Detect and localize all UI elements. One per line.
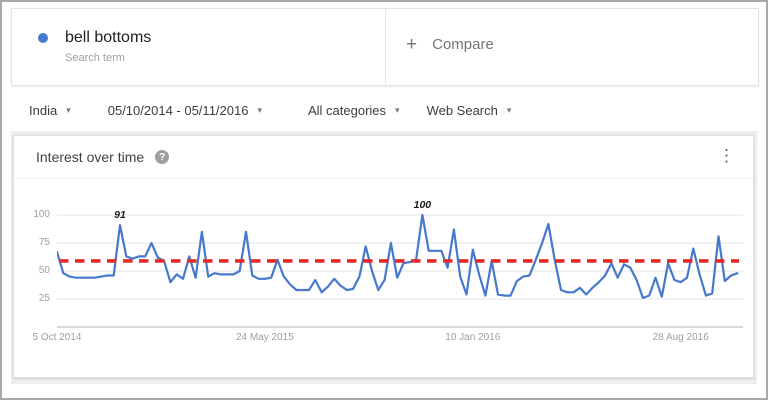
y-axis-label: 25	[38, 293, 50, 304]
compare-button[interactable]: + Compare	[386, 9, 758, 85]
widget-section: Interest over time ? ⋮ 91 100 100 75 50 25 5 …	[11, 131, 757, 384]
trend-line[interactable]	[57, 213, 739, 300]
widget-header: Interest over time ? ⋮	[14, 136, 753, 179]
query-card-row: bell bottoms Search term + Compare	[11, 8, 759, 86]
x-axis-label: 10 Jan 2016	[445, 332, 501, 343]
y-axis-label: 50	[38, 265, 50, 276]
search-term-label: bell bottoms	[65, 29, 152, 46]
search-term-type: Search term	[65, 52, 125, 64]
peak-annotation: 100	[414, 199, 432, 211]
chevron-down-icon: ▾	[395, 105, 400, 115]
peak-annotation: 91	[114, 209, 126, 221]
y-axis-label: 100	[33, 209, 50, 220]
plus-icon: +	[406, 34, 418, 55]
widget-title: Interest over time	[36, 149, 145, 165]
chevron-down-icon: ▾	[257, 105, 262, 115]
filter-daterange-value: 05/10/2014 - 05/11/2016	[107, 102, 249, 118]
y-axis-label: 75	[38, 237, 50, 248]
x-axis-label: 28 Aug 2016	[652, 332, 709, 343]
filter-geo-dropdown[interactable]: India ▾	[29, 103, 71, 118]
filter-daterange-dropdown[interactable]: 05/10/2014 - 05/11/2016 ▾	[108, 103, 262, 118]
chevron-down-icon: ▾	[506, 105, 512, 115]
x-axis-label: 5 Oct 2014	[32, 332, 82, 343]
series-color-dot-icon	[38, 33, 48, 43]
search-term-card[interactable]: bell bottoms Search term	[12, 9, 386, 85]
compare-label: Compare	[432, 36, 494, 53]
filter-bar: India ▾ 05/10/2014 - 05/11/2016 ▾ All ca…	[11, 94, 757, 126]
trend-chart-area[interactable]: 91 100 100 75 50 25 5 Oct 2014 24 May 2015 10 J…	[14, 179, 753, 377]
filter-category-dropdown[interactable]: All categories ▾	[308, 103, 400, 118]
help-icon[interactable]: ?	[155, 150, 170, 164]
interest-over-time-card: Interest over time ? ⋮ 91 100 100 75 50 25 5 …	[13, 135, 754, 378]
filter-category-value: All categories	[307, 102, 387, 118]
kebab-menu-icon[interactable]: ⋮	[718, 146, 735, 165]
chevron-down-icon: ▾	[66, 105, 71, 115]
filter-searchtype-dropdown[interactable]: Web Search ▾	[427, 103, 512, 118]
x-axis-label: 24 May 2015	[235, 332, 294, 343]
filter-searchtype-value: Web Search	[426, 102, 498, 118]
filter-geo-value: India	[29, 102, 58, 118]
trend-chart-svg[interactable]: 91 100	[57, 193, 747, 353]
